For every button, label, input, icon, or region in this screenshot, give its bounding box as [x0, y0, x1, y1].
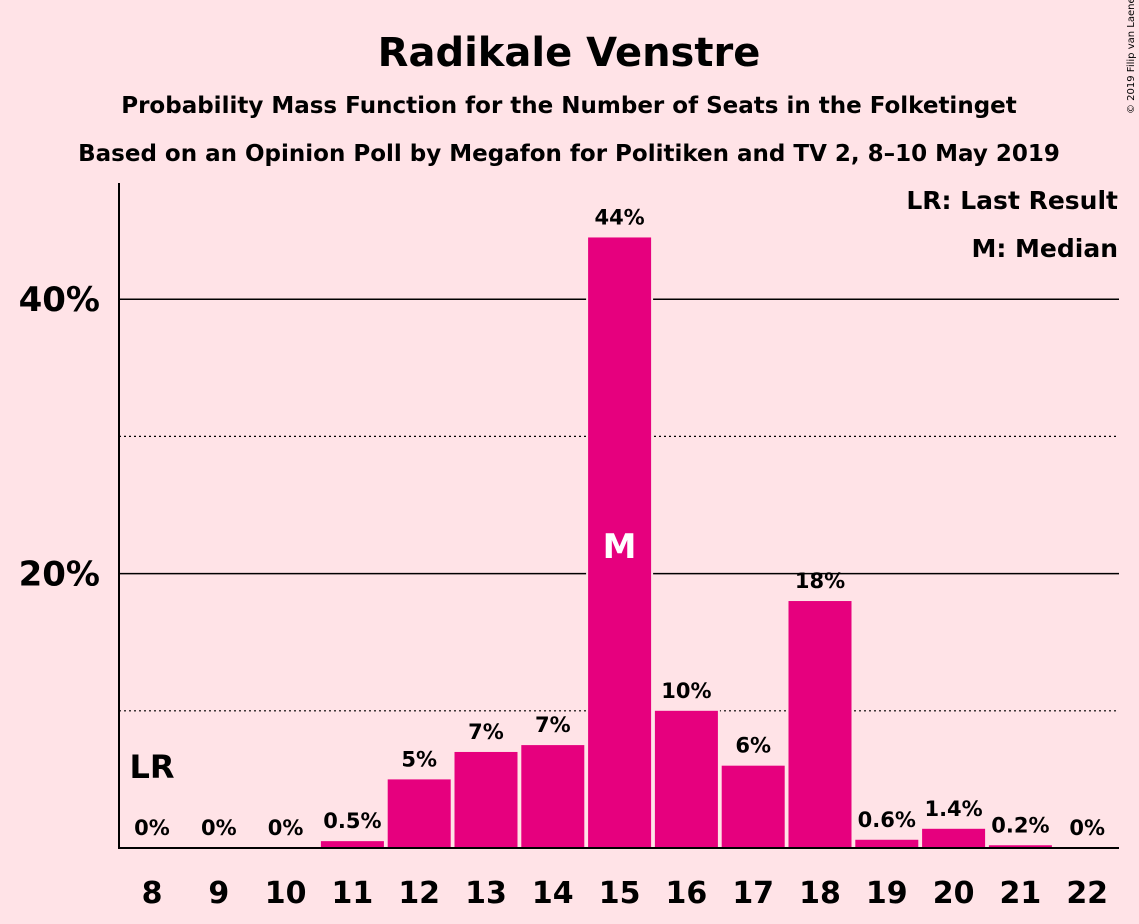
data-label-22: 0%	[1069, 816, 1105, 840]
bar-seat-17	[721, 765, 785, 848]
data-label-12: 5%	[401, 747, 437, 771]
data-label-17: 6%	[735, 734, 771, 758]
x-tick-label-18: 18	[799, 876, 841, 911]
x-tick-label-13: 13	[465, 876, 507, 911]
data-label-21: 0.2%	[991, 813, 1049, 837]
data-label-18: 18%	[795, 569, 845, 593]
x-tick-label-17: 17	[732, 876, 774, 911]
x-tick-label-21: 21	[1000, 876, 1042, 911]
data-labels: 0% LR 0% 0% 0.5% 5% 7% 7% 44% M 10% 6% 18% 0.6% 1.4% 0.…	[129, 205, 1105, 840]
legend-median: M: Median	[971, 234, 1118, 263]
x-tick-label-9: 9	[208, 876, 229, 911]
data-label-15: 44%	[594, 205, 644, 229]
x-axis-ticks: 8 9 10 11 12 13 14 15 16 17 18 19 20 21 22	[142, 876, 1109, 911]
data-label-14: 7%	[535, 713, 571, 737]
bar-seat-14	[521, 745, 585, 848]
bar-seat-21	[988, 845, 1052, 848]
bars	[318, 235, 1054, 848]
data-label-11: 0.5%	[323, 809, 381, 833]
x-tick-label-14: 14	[532, 876, 574, 911]
bar-seat-20	[922, 828, 986, 848]
bar-seat-15	[588, 237, 652, 848]
legend-last-result: LR: Last Result	[906, 186, 1118, 215]
bar-seat-13	[454, 751, 518, 848]
data-label-16: 10%	[661, 679, 711, 703]
x-tick-label-20: 20	[933, 876, 975, 911]
x-tick-label-12: 12	[398, 876, 440, 911]
x-tick-label-11: 11	[332, 876, 374, 911]
data-label-8: 0%	[134, 816, 170, 840]
chart-source: Based on an Opinion Poll by Megafon for …	[78, 141, 1060, 167]
x-tick-label-8: 8	[142, 876, 163, 911]
x-tick-label-15: 15	[599, 876, 641, 911]
last-result-marker: LR	[129, 748, 174, 786]
bar-seat-18	[788, 601, 852, 848]
chart-subtitle: Probability Mass Function for the Number…	[121, 93, 1017, 119]
x-tick-label-16: 16	[666, 876, 708, 911]
x-tick-label-19: 19	[866, 876, 908, 911]
data-label-10: 0%	[268, 816, 304, 840]
data-label-9: 0%	[201, 816, 237, 840]
x-tick-label-10: 10	[265, 876, 307, 911]
y-tick-label: 40%	[19, 280, 100, 320]
y-axis-ticks: 20% 40%	[19, 280, 100, 594]
chart-title: Radikale Venstre	[378, 30, 761, 76]
bar-seat-16	[654, 710, 718, 848]
bar-seat-19	[855, 839, 919, 848]
copyright-text: © 2019 Filip van Laenen	[1126, 0, 1137, 114]
x-tick-label-22: 22	[1066, 876, 1108, 911]
data-label-19: 0.6%	[858, 808, 916, 832]
data-label-13: 7%	[468, 720, 504, 744]
y-tick-label: 20%	[19, 555, 100, 595]
data-label-20: 1.4%	[924, 797, 982, 821]
median-marker: M	[603, 527, 637, 567]
bar-seat-11	[320, 841, 384, 848]
bar-seat-12	[387, 779, 451, 848]
